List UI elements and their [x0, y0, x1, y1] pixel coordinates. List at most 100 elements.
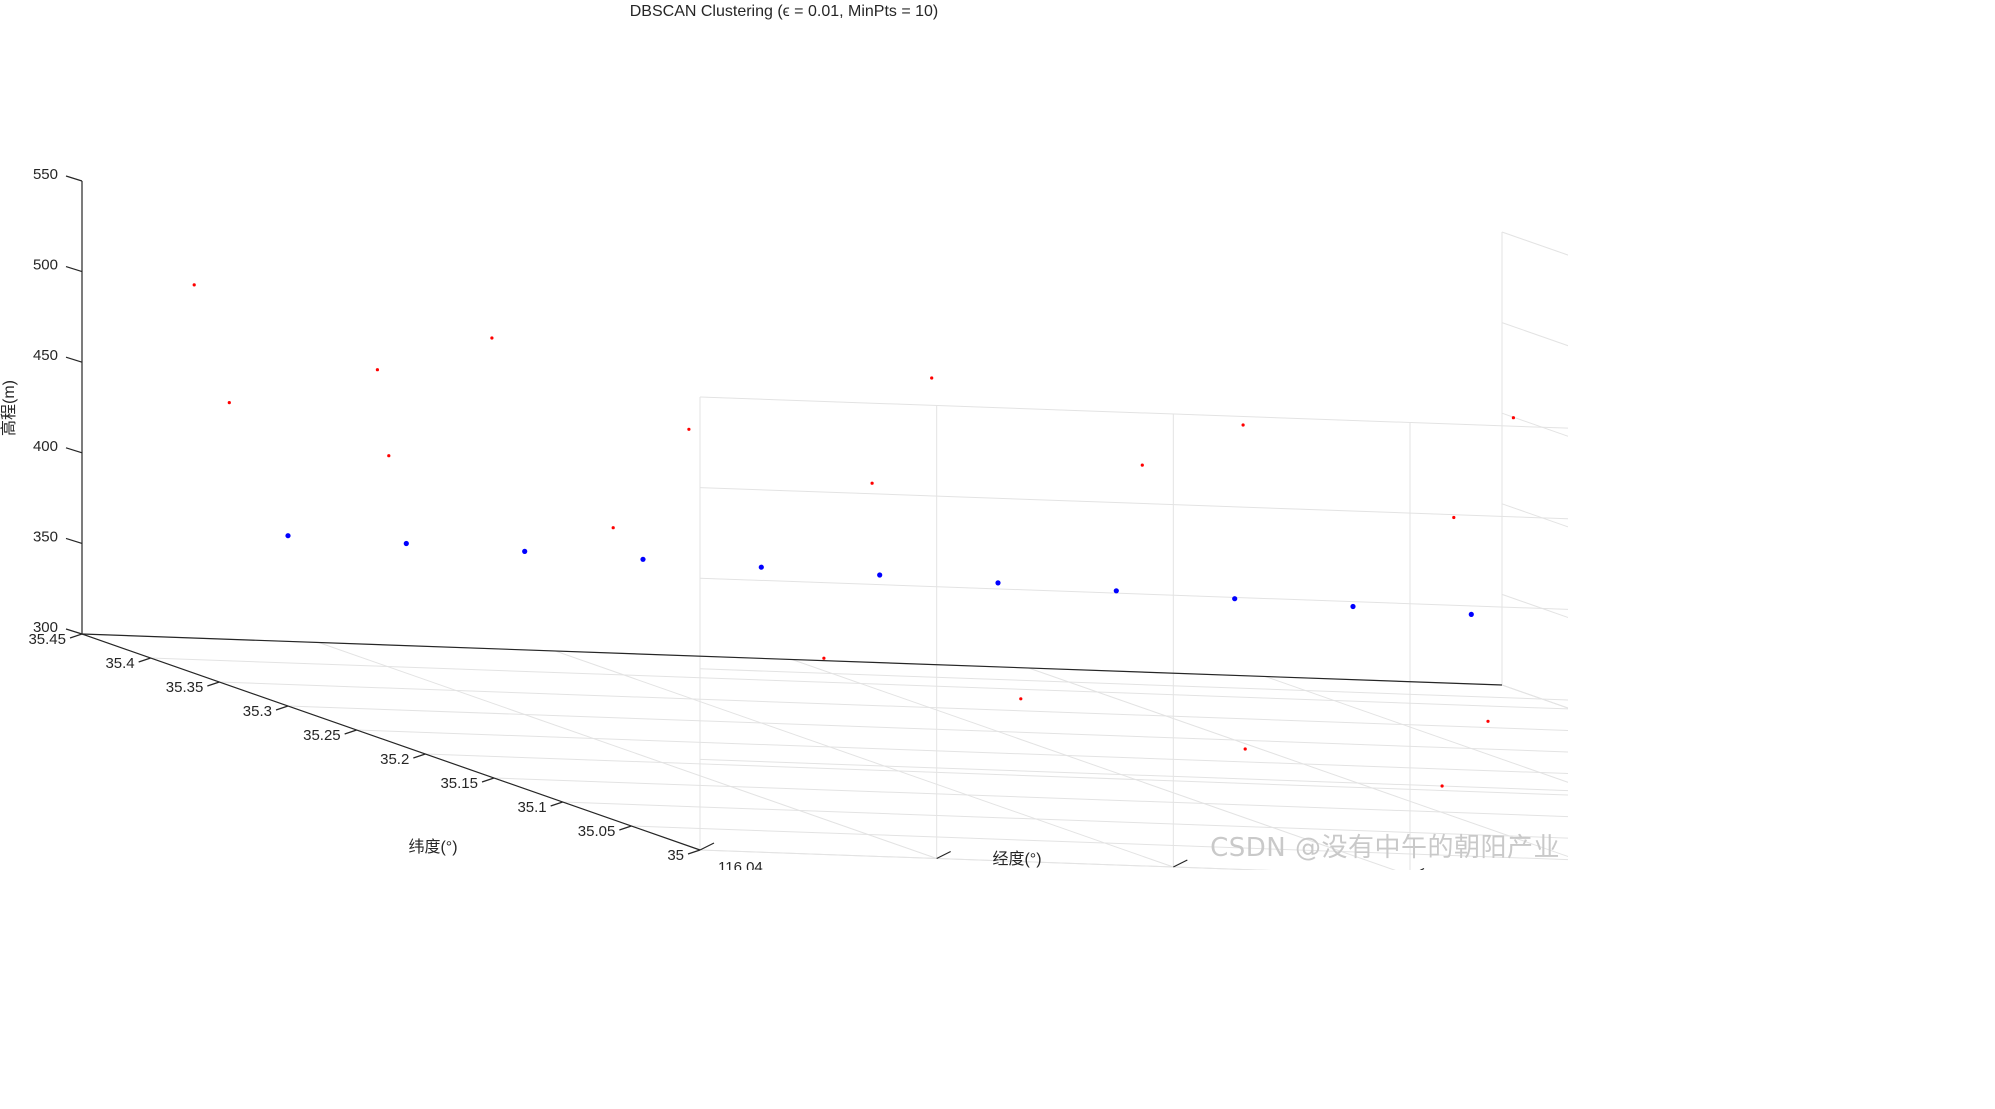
y-tick-label: 35.4 — [105, 655, 134, 672]
noise-point — [930, 376, 934, 380]
y-tick — [275, 705, 289, 711]
z-tick-label: 500 — [33, 257, 58, 274]
floor-grid-line-y — [425, 753, 1568, 796]
noise-point — [1486, 719, 1490, 723]
cluster-point — [640, 556, 646, 562]
cluster-point — [1113, 588, 1119, 594]
z-tick — [65, 628, 83, 635]
z-axis-label: 高程(m) — [0, 380, 18, 436]
y-tick — [619, 825, 632, 831]
floor-grid-line-y — [631, 825, 1568, 861]
cluster-point — [1350, 603, 1356, 610]
back-wall-grid-line-z — [699, 487, 1568, 520]
chart-title: DBSCAN Clustering (ϵ = 0.01, MinPts = 10… — [630, 3, 939, 20]
y-tick — [550, 801, 563, 807]
y-tick-label: 35.3 — [243, 703, 272, 720]
noise-point — [1241, 423, 1245, 427]
y-tick — [69, 633, 83, 639]
floor-grid-line-y — [219, 681, 1568, 731]
noise-point — [870, 481, 874, 485]
floor-grid-line-y — [356, 729, 1568, 775]
cluster-point — [995, 580, 1001, 586]
z-tick — [65, 447, 83, 454]
noise-point — [1019, 697, 1023, 701]
noise-point — [687, 427, 691, 431]
y-tick — [413, 753, 426, 759]
y-tick — [481, 777, 495, 783]
x-tick — [1419, 867, 1425, 870]
y-tick — [207, 681, 220, 687]
side-wall-grid-line-z — [1501, 593, 1568, 618]
floor-grid-line-x — [1028, 667, 1568, 858]
floor-grid-line-x — [318, 642, 937, 859]
noise-point — [1140, 463, 1144, 467]
cluster-point — [285, 533, 291, 539]
side-wall-grid-line-z — [1501, 503, 1568, 528]
noise-point — [192, 283, 196, 287]
noise-point — [227, 401, 231, 405]
x-tick — [699, 842, 715, 851]
y-tick-label: 35 — [667, 847, 684, 864]
watermark-text: CSDN @没有中午的朝阳产业 — [1210, 833, 1560, 863]
cluster-point — [522, 548, 528, 555]
x-tick — [1173, 859, 1188, 868]
noise-point — [1440, 784, 1444, 788]
cluster-point — [758, 564, 764, 570]
y-tick — [687, 849, 701, 855]
floor-grid-line-x — [555, 650, 1174, 868]
chart-root: 116.04116.05116.06116.07116.08116.09116.… — [0, 3, 1568, 870]
floor-grid-line-y — [562, 801, 1568, 839]
grid-layer — [81, 231, 1568, 870]
x-axis-label: 经度(°) — [992, 850, 1041, 868]
y-axis-label: 纬度(°) — [408, 838, 457, 856]
noise-point — [1511, 416, 1515, 420]
cluster-point — [1468, 611, 1474, 618]
noise-point — [490, 336, 494, 340]
x-tick — [936, 850, 951, 860]
side-wall-grid-line-z — [1501, 231, 1568, 256]
y-tick — [138, 657, 151, 663]
back-wall-grid-line-z — [699, 577, 1568, 610]
back-wall-grid-line-z — [699, 668, 1568, 701]
y-tick-label: 35.05 — [578, 823, 616, 840]
floor-grid-line-y — [493, 777, 1568, 818]
z-tick — [65, 537, 83, 544]
axis-layer — [65, 175, 1503, 870]
floor-grid-line-x — [791, 659, 1396, 870]
y-tick-label: 35.45 — [28, 631, 66, 648]
noise-points-layer — [192, 283, 1515, 788]
noise-point — [387, 454, 391, 458]
side-wall-grid-line-z — [1501, 412, 1568, 437]
cluster-point — [403, 540, 409, 547]
cluster-point — [1232, 596, 1238, 602]
side-wall-grid-line-z — [1501, 322, 1568, 347]
y-tick-label: 35.25 — [303, 727, 341, 744]
back-wall-grid-line-z — [699, 396, 1568, 429]
noise-point — [375, 368, 379, 372]
y-tick-label: 35.2 — [380, 751, 409, 768]
noise-point — [611, 526, 615, 530]
x-tick-label: 116.04 — [718, 859, 763, 870]
back-wall-grid-line-z — [699, 758, 1568, 792]
y-tick — [344, 729, 357, 735]
y-tick-label: 35.35 — [166, 679, 204, 696]
cluster-point — [877, 572, 883, 578]
z-tick-label: 400 — [33, 438, 58, 455]
z-tick — [65, 266, 83, 273]
cluster-points-layer — [285, 533, 1474, 618]
noise-point — [1243, 747, 1247, 751]
y-tick-label: 35.15 — [440, 775, 478, 792]
noise-point — [822, 656, 826, 660]
z-tick-label: 550 — [33, 166, 58, 183]
z-tick — [65, 175, 83, 182]
z-tick-label: 300 — [33, 619, 58, 636]
floor-grid-line-x — [1265, 676, 1568, 783]
z-tick — [65, 356, 83, 363]
floor-grid-line-y — [150, 657, 1568, 710]
noise-point — [1452, 515, 1456, 520]
y-axis-line — [81, 633, 701, 851]
y-tick-label: 35.1 — [517, 799, 546, 816]
label-layer: 116.04116.05116.06116.07116.08116.09116.… — [28, 166, 999, 870]
scatter-3d-plot: 116.04116.05116.06116.07116.08116.09116.… — [0, 3, 1568, 870]
floor-grid-line-y — [287, 705, 1568, 753]
